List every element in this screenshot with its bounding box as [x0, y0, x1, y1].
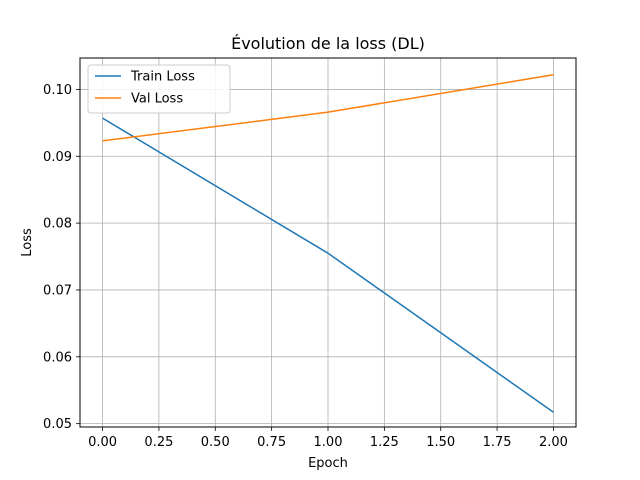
y-axis-ticks: 0.05 0.06 0.07 0.08 0.09 0.10	[43, 83, 80, 432]
x-axis-label: Epoch	[308, 456, 348, 471]
y-tick-label: 0.10	[43, 83, 72, 98]
y-tick-label: 0.07	[43, 283, 72, 298]
x-tick-label: 1.00	[314, 435, 343, 450]
legend-label: Val Loss	[131, 92, 183, 107]
x-tick-label: 1.25	[370, 435, 399, 450]
series-layer	[102, 73, 554, 413]
legend: Train Loss Val Loss	[87, 64, 231, 114]
train-loss-line	[102, 117, 554, 413]
grid-layer	[80, 58, 576, 427]
x-tick-label: 1.75	[483, 435, 512, 450]
x-tick-label: 0.00	[88, 435, 117, 450]
y-tick-label: 0.05	[43, 417, 72, 432]
y-tick-label: 0.09	[43, 150, 72, 165]
x-tick-label: 0.50	[201, 435, 230, 450]
x-tick-label: 1.50	[426, 435, 455, 450]
legend-label: Train Loss	[130, 70, 195, 85]
y-axis-label: Loss	[20, 228, 35, 257]
val-loss-line	[102, 73, 554, 142]
x-tick-label: 0.25	[144, 435, 173, 450]
x-tick-label: 0.75	[257, 435, 286, 450]
y-tick-label: 0.08	[43, 217, 72, 232]
x-tick-label: 2.00	[539, 435, 568, 450]
y-tick-label: 0.06	[43, 350, 72, 365]
legend-box	[87, 64, 231, 114]
chart-title: Évolution de la loss (DL)	[231, 34, 425, 53]
x-axis-ticks: 0.00 0.25 0.50 0.75 1.00 1.25 1.50 1.75 2.00	[88, 427, 568, 450]
